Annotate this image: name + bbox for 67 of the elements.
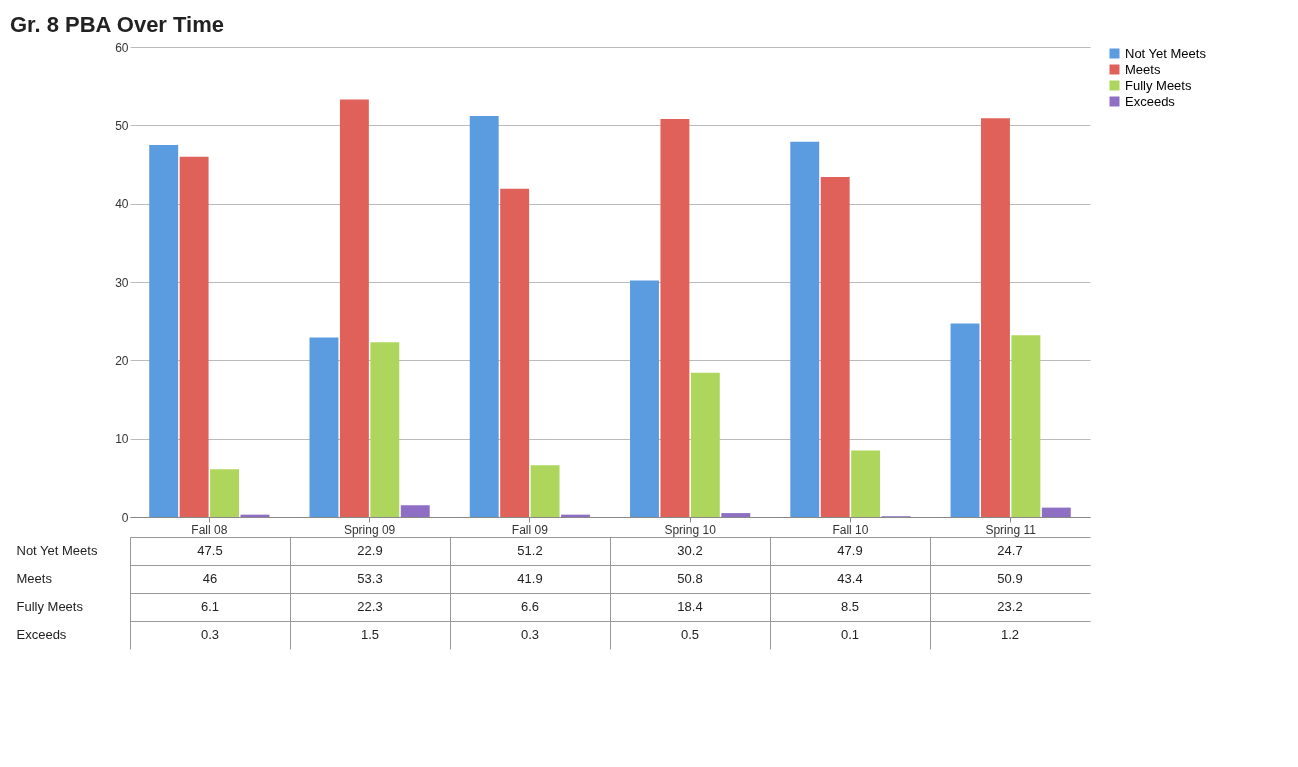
bar	[210, 469, 239, 517]
data-label: 47.5	[197, 543, 223, 558]
data-label: 41.9	[517, 571, 543, 586]
x-tick-label: Fall 10	[832, 522, 869, 537]
text: Exceeds	[16, 627, 67, 642]
y-tick-label: 60	[115, 40, 129, 55]
data-label: 0.3	[520, 627, 540, 642]
data-label: 53.3	[357, 571, 383, 586]
bar	[820, 177, 850, 517]
data-label: 23.2	[997, 599, 1023, 614]
bar	[149, 144, 179, 517]
bar	[179, 156, 209, 517]
x-tick-label: Spring 09	[343, 522, 396, 537]
legend-label: Not Yet Meets	[1125, 45, 1207, 61]
data-label: 50.8	[677, 571, 703, 586]
bar	[370, 342, 400, 517]
bar	[851, 450, 881, 517]
data-label: 43.4	[837, 571, 863, 586]
data-label: 0.1	[840, 627, 860, 642]
data-label: 50.9	[997, 571, 1023, 586]
data-label: 6.6	[520, 599, 540, 614]
bar	[339, 99, 369, 517]
data-label: 18.4	[677, 599, 703, 614]
x-tick-label: Spring 10	[664, 522, 717, 537]
bar	[790, 141, 820, 517]
data-label: 0.5	[680, 627, 700, 642]
y-tick-label: 40	[115, 197, 129, 212]
chart-title: Gr. 8 PBA Over Time	[10, 12, 224, 37]
data-label: 22.3	[357, 599, 383, 614]
bar	[309, 337, 339, 517]
legend-label: Fully Meets	[1125, 77, 1192, 93]
data-label: 8.5	[840, 599, 860, 614]
data-label: 22.9	[357, 543, 383, 558]
bar	[1041, 507, 1071, 517]
bar	[981, 118, 1010, 517]
bar	[721, 513, 751, 517]
legend-label: Exceeds	[1125, 93, 1176, 109]
data-label: 1.2	[1000, 627, 1020, 642]
data-label: 6.1	[200, 599, 220, 614]
data-label: 24.7	[997, 543, 1023, 558]
bar	[530, 465, 560, 517]
bar	[400, 505, 430, 517]
y-tick-label: 0	[121, 510, 129, 525]
bar	[500, 188, 530, 517]
y-tick-label: 20	[115, 353, 129, 368]
y-tick-label: 50	[115, 118, 129, 133]
legend-label: Meets	[1125, 61, 1161, 77]
data-label: 46	[202, 571, 218, 586]
bar	[950, 323, 980, 517]
y-tick-label: 10	[115, 432, 129, 447]
bar	[469, 115, 499, 517]
data-label: 0.3	[200, 627, 220, 642]
bar	[630, 280, 659, 517]
data-label: 30.2	[677, 543, 703, 558]
data-label: 51.2	[517, 543, 543, 558]
text: Meets	[16, 571, 52, 586]
bar	[1011, 335, 1041, 517]
data-label: 47.9	[837, 543, 863, 558]
text: Fully Meets	[16, 599, 83, 614]
x-tick-label: Fall 09	[511, 522, 549, 537]
bar	[660, 119, 690, 517]
y-tick-label: 30	[115, 275, 129, 290]
x-tick-label: Spring 11	[985, 522, 1037, 537]
x-tick-label: Fall 08	[191, 522, 228, 537]
data-label: 1.5	[360, 627, 380, 642]
text: Not Yet Meets	[16, 543, 98, 558]
bar	[690, 372, 720, 517]
